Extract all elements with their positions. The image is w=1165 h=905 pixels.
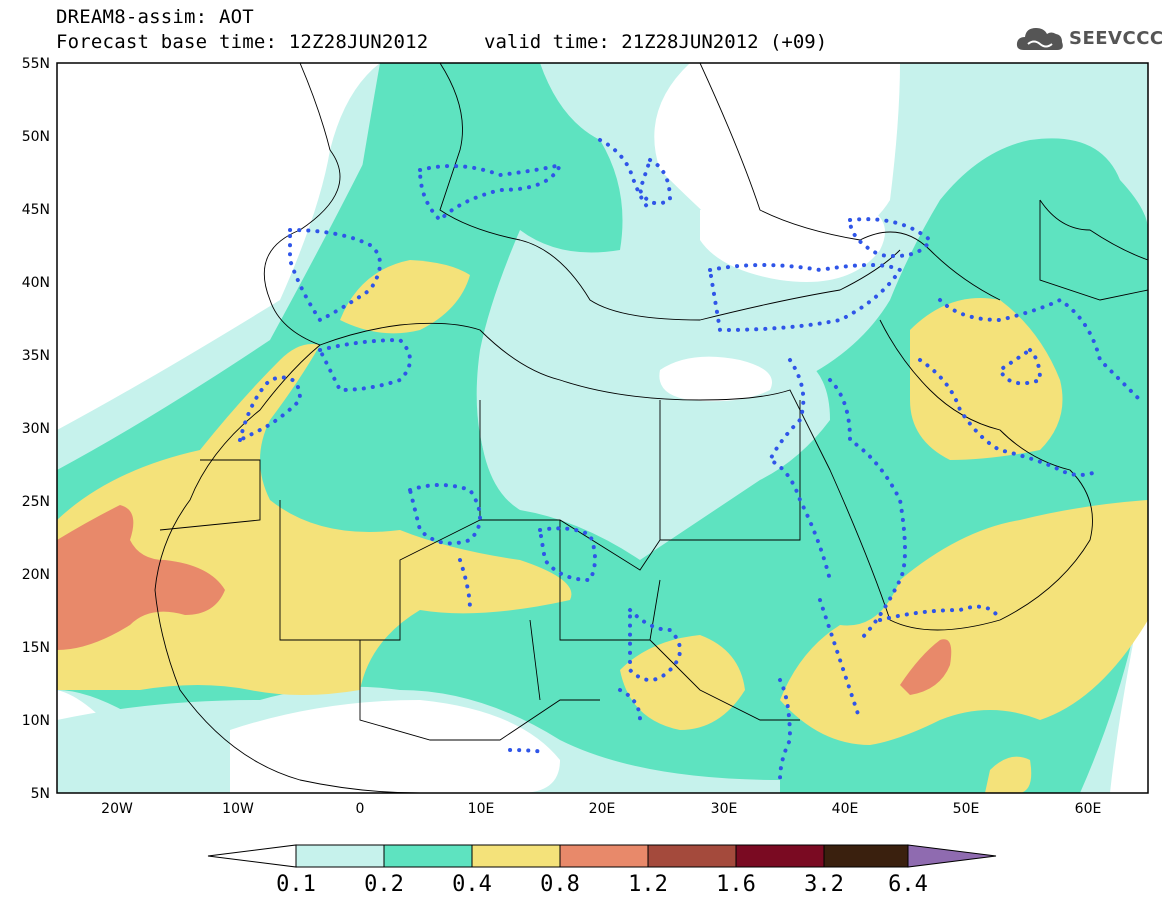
cloud-icon [1016, 28, 1063, 50]
colorbar-low-arrow [207, 844, 297, 868]
aot-contour-0.4 [910, 298, 1063, 460]
colorbar-label: 0.8 [540, 872, 580, 897]
lat-label: 55N [22, 56, 50, 72]
lat-label: 5N [31, 786, 50, 802]
lat-label: 30N [22, 421, 50, 437]
colorbar-bin [823, 844, 909, 868]
aot-below-threshold [700, 196, 885, 282]
lon-label: 60E [1075, 801, 1102, 817]
lat-label: 50N [22, 129, 50, 145]
lat-label: 45N [22, 202, 50, 218]
lon-label: 40E [832, 801, 859, 817]
lat-label: 40N [22, 275, 50, 291]
aot-contour-0.2 [360, 63, 430, 180]
seevccc-logo: SEEVCCC [1014, 22, 1163, 56]
aot-field [57, 63, 1148, 793]
lat-label: 10N [22, 713, 50, 729]
colorbar-label: 0.4 [452, 872, 492, 897]
valid-time: valid time: 21Z28JUN2012 (+09) [484, 31, 828, 53]
aot-contour-0.4 [340, 260, 470, 334]
lat-label: 15N [22, 640, 50, 656]
colorbar-high-arrow [907, 844, 997, 868]
lat-label: 35N [22, 348, 50, 364]
lon-label: 0 [356, 801, 365, 817]
colorbar-label: 0.1 [276, 872, 316, 897]
forecast-base-time: Forecast base time: 12Z28JUN2012 [56, 31, 429, 53]
lon-label: 20W [101, 801, 133, 817]
lat-label: 25N [22, 494, 50, 510]
aot-contour-0.8 [57, 505, 225, 650]
lat-axis: 55N 50N 45N 40N 35N 30N 25N 20N 15N 10N … [22, 56, 50, 802]
colorbar-bin [471, 844, 561, 868]
aot-below-threshold [659, 356, 772, 402]
lon-label: 50E [953, 801, 980, 817]
colorbar-bin [559, 844, 649, 868]
map-title: DREAM8-assim: AOT [56, 6, 254, 28]
lon-axis: 20W 10W 0 10E 20E 30E 40E 50E 60E [101, 801, 1101, 817]
dotted-contours [237, 138, 1142, 782]
lon-label: 10W [222, 801, 254, 817]
colorbar-label: 0.2 [364, 872, 404, 897]
aot-contour-0.4 [620, 635, 745, 730]
aot-below-threshold [230, 700, 560, 793]
colorbar-bin [295, 844, 385, 868]
coastlines [154, 63, 1148, 793]
aot-contour-0.4 [780, 500, 1148, 745]
colorbar [207, 844, 997, 868]
logo-text: SEEVCCC [1069, 28, 1164, 49]
map-frame [56, 62, 1149, 794]
aot-contour-0.8 [900, 639, 952, 695]
colorbar-label: 6.4 [888, 872, 928, 897]
colorbar-label: 1.6 [716, 872, 756, 897]
colorbar-label: 1.2 [628, 872, 668, 897]
lon-label: 20E [589, 801, 616, 817]
colorbar-bin [735, 844, 825, 868]
aot-contour-0.4 [985, 756, 1032, 793]
lat-label: 20N [22, 567, 50, 583]
lon-label: 30E [711, 801, 738, 817]
colorbar-label: 3.2 [804, 872, 844, 897]
lon-label: 10E [468, 801, 495, 817]
colorbar-bin [647, 844, 737, 868]
colorbar-bin [383, 844, 473, 868]
